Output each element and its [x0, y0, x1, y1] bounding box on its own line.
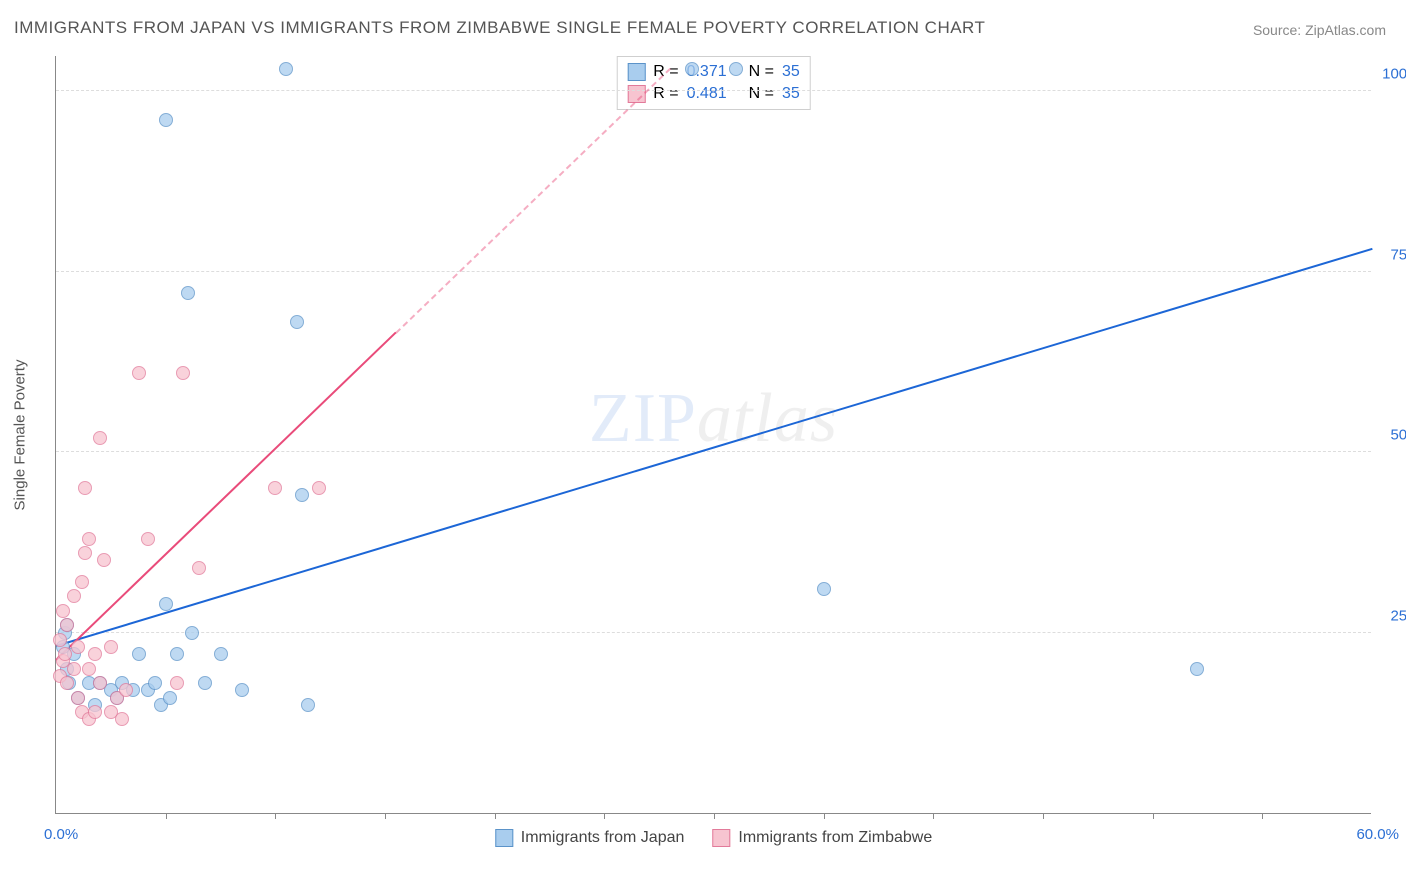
data-point [60, 676, 74, 690]
data-point [104, 640, 118, 654]
data-point [78, 481, 92, 495]
y-tick-label: 75.0% [1378, 246, 1406, 263]
trend-line [56, 248, 1373, 647]
data-point [82, 532, 96, 546]
data-point [132, 366, 146, 380]
data-point [181, 286, 195, 300]
legend-row-japan: R = 0.371 N = 35 [627, 61, 800, 83]
x-tick [275, 813, 276, 819]
data-point [75, 575, 89, 589]
legend-series-name-zimbabwe: Immigrants from Zimbabwe [738, 829, 932, 847]
data-point [132, 647, 146, 661]
data-point [71, 640, 85, 654]
gridline [56, 90, 1371, 91]
data-point [159, 597, 173, 611]
data-point [729, 62, 743, 76]
data-point [141, 532, 155, 546]
x-max-label: 60.0% [1356, 826, 1399, 843]
data-point [170, 676, 184, 690]
plot-area: Single Female Poverty ZIPatlas R = 0.371… [55, 56, 1371, 814]
data-point [78, 546, 92, 560]
data-point [53, 633, 67, 647]
data-point [268, 481, 282, 495]
data-point [71, 691, 85, 705]
gridline [56, 271, 1371, 272]
data-point [235, 683, 249, 697]
trend-line [395, 68, 671, 334]
x-tick [495, 813, 496, 819]
data-point [97, 553, 111, 567]
data-point [115, 712, 129, 726]
data-point [67, 589, 81, 603]
data-point [198, 676, 212, 690]
x-tick [1262, 813, 1263, 819]
legend-item-japan: Immigrants from Japan [495, 829, 685, 847]
data-point [176, 366, 190, 380]
legend-r-label: R = [653, 85, 678, 103]
data-point [163, 691, 177, 705]
legend-n-value-zimbabwe: 35 [782, 85, 800, 103]
data-point [93, 676, 107, 690]
legend-series-name-japan: Immigrants from Japan [521, 829, 685, 847]
x-origin-label: 0.0% [44, 826, 78, 843]
chart-title: IMMIGRANTS FROM JAPAN VS IMMIGRANTS FROM… [14, 18, 985, 38]
data-point [1190, 662, 1204, 676]
data-point [685, 62, 699, 76]
legend-swatch-japan [627, 63, 645, 81]
x-tick [1043, 813, 1044, 819]
legend-swatch-icon [712, 829, 730, 847]
data-point [290, 315, 304, 329]
data-point [185, 626, 199, 640]
data-point [279, 62, 293, 76]
data-point [312, 481, 326, 495]
y-tick-label: 50.0% [1378, 427, 1406, 444]
gridline [56, 451, 1371, 452]
data-point [295, 488, 309, 502]
data-point [82, 662, 96, 676]
legend-series: Immigrants from Japan Immigrants from Zi… [495, 829, 932, 847]
x-tick [933, 813, 934, 819]
data-point [88, 647, 102, 661]
data-point [88, 705, 102, 719]
legend-n-value-japan: 35 [782, 63, 800, 81]
x-tick [385, 813, 386, 819]
x-tick [166, 813, 167, 819]
legend-n-label: N = [749, 63, 774, 81]
data-point [93, 431, 107, 445]
data-point [56, 604, 70, 618]
data-point [60, 618, 74, 632]
data-point [67, 662, 81, 676]
trend-line [55, 332, 396, 661]
legend-swatch-icon [495, 829, 513, 847]
data-point [148, 676, 162, 690]
data-point [58, 647, 72, 661]
y-axis-title: Single Female Poverty [12, 359, 29, 510]
data-point [159, 113, 173, 127]
data-point [119, 683, 133, 697]
data-point [301, 698, 315, 712]
legend-r-value-zimbabwe: 0.481 [687, 85, 727, 103]
legend-n-label: N = [749, 85, 774, 103]
data-point [214, 647, 228, 661]
x-tick [604, 813, 605, 819]
watermark-part1: ZIP [589, 380, 697, 457]
source-label: Source: ZipAtlas.com [1253, 22, 1386, 38]
y-tick-label: 25.0% [1378, 607, 1406, 624]
legend-correlation: R = 0.371 N = 35 R = 0.481 N = 35 [616, 56, 811, 110]
x-tick [714, 813, 715, 819]
x-tick [824, 813, 825, 819]
y-tick-label: 100.0% [1378, 66, 1406, 83]
gridline [56, 632, 1371, 633]
data-point [817, 582, 831, 596]
x-tick [1153, 813, 1154, 819]
data-point [192, 561, 206, 575]
data-point [170, 647, 184, 661]
legend-item-zimbabwe: Immigrants from Zimbabwe [712, 829, 932, 847]
